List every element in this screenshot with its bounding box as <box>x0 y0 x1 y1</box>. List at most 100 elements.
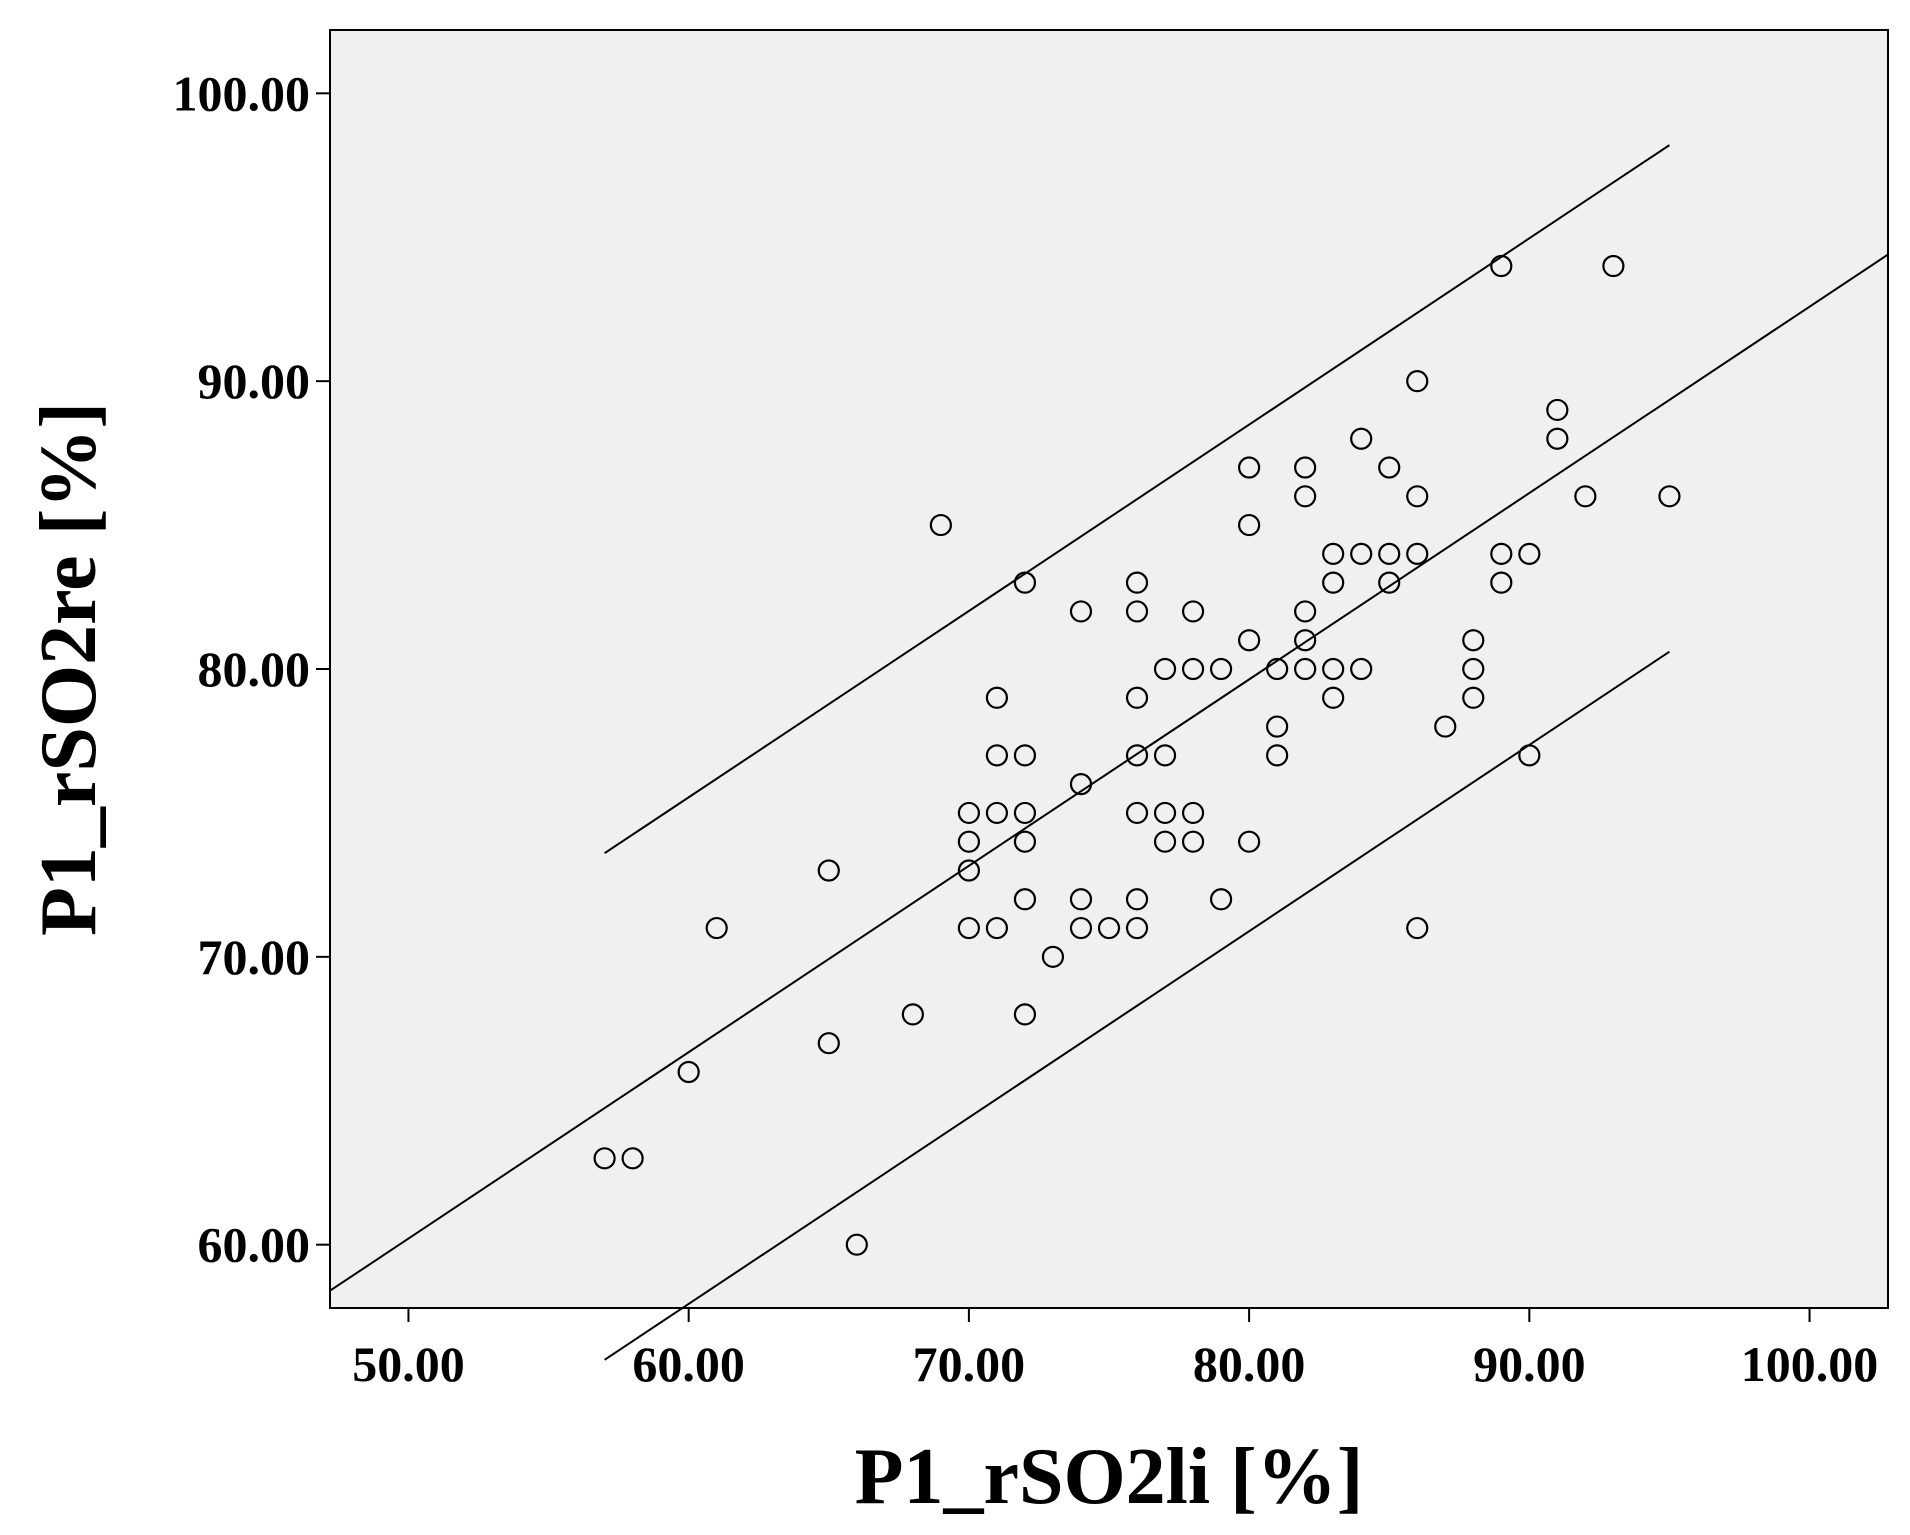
data-point <box>1153 801 1177 825</box>
data-point <box>1125 686 1149 709</box>
data-point <box>1462 629 1485 652</box>
data-point <box>1125 571 1149 594</box>
data-point <box>1181 600 1205 623</box>
y-axis-label: P1_rSO2re [%] <box>25 402 113 936</box>
data-point <box>1518 744 1541 767</box>
data-point <box>1546 427 1569 450</box>
data-point <box>817 1032 840 1055</box>
data-point <box>1294 456 1317 479</box>
x-axis-label: P1_rSO2li [%] <box>855 1433 1364 1521</box>
data-point <box>1069 888 1093 911</box>
tick-labels: 50.00 60.00 70.00 80.00 90.00 100.00 60.00 70.0… <box>173 65 1879 1392</box>
y-tick-label: 80.00 <box>198 641 311 697</box>
data-point <box>1153 830 1177 853</box>
axis-ticks <box>316 92 1811 1322</box>
x-tick-label: 70.00 <box>913 1336 1026 1392</box>
data-point <box>1266 715 1289 738</box>
data-point <box>1238 629 1261 652</box>
data-point <box>985 801 1009 825</box>
data-point <box>1181 801 1205 825</box>
data-point <box>1125 916 1149 940</box>
data-point <box>1546 398 1569 422</box>
data-point <box>1125 744 1149 767</box>
data-point <box>901 1003 924 1026</box>
data-point <box>1518 542 1541 565</box>
data-point <box>1406 542 1429 565</box>
data-point <box>1013 801 1037 825</box>
data-point <box>677 1060 700 1084</box>
data-point <box>1209 657 1233 681</box>
data-point <box>1238 830 1261 853</box>
data-point <box>957 801 980 825</box>
lower-limit-line <box>604 650 1670 1361</box>
data-point <box>1322 571 1345 594</box>
data-point <box>1322 542 1345 565</box>
data-point <box>1013 744 1037 767</box>
data-point <box>1294 629 1317 652</box>
data-point <box>1238 513 1261 537</box>
x-tick-label: 90.00 <box>1473 1336 1586 1392</box>
data-point <box>1266 657 1289 681</box>
y-tick-label: 90.00 <box>198 353 311 409</box>
plot-area <box>329 29 1889 1309</box>
data-point <box>1013 1003 1037 1026</box>
data-point <box>985 916 1009 940</box>
x-tick-label: 100.00 <box>1741 1336 1879 1392</box>
data-point <box>1294 657 1317 681</box>
data-point <box>1602 254 1625 278</box>
data-point <box>1181 830 1205 853</box>
data-point <box>1350 427 1373 450</box>
data-point <box>1069 773 1093 796</box>
data-point <box>1406 370 1429 393</box>
data-point <box>1013 888 1037 911</box>
data-point <box>1294 485 1317 508</box>
data-point <box>1097 916 1121 940</box>
data-point <box>1013 830 1037 853</box>
data-point <box>845 1233 868 1256</box>
data-point <box>1406 485 1429 508</box>
data-point <box>593 1147 616 1170</box>
data-point <box>1378 571 1401 594</box>
data-point <box>1153 744 1177 767</box>
y-tick-label: 100.00 <box>173 65 311 121</box>
data-point <box>1209 888 1233 911</box>
data-point <box>1462 657 1485 681</box>
data-point <box>1322 657 1345 681</box>
data-point <box>1266 744 1289 767</box>
data-point <box>621 1147 644 1170</box>
data-point <box>985 744 1009 767</box>
data-point <box>1350 542 1373 565</box>
regression-line <box>329 253 1889 1292</box>
data-point <box>929 513 952 537</box>
data-point <box>1658 485 1681 508</box>
data-point <box>1238 456 1261 479</box>
data-point <box>1406 916 1429 940</box>
data-point <box>1490 571 1513 594</box>
data-point <box>1378 456 1401 479</box>
data-point <box>1322 686 1345 709</box>
data-point <box>1125 801 1149 825</box>
data-point <box>1294 600 1317 623</box>
data-point <box>1462 686 1485 709</box>
data-point <box>985 686 1009 709</box>
data-point <box>1350 657 1373 681</box>
data-point <box>705 916 728 940</box>
data-point <box>1574 485 1597 508</box>
data-point <box>1069 916 1093 940</box>
data-point <box>957 916 980 940</box>
data-point <box>1041 945 1065 968</box>
data-point <box>1069 600 1093 623</box>
data-point <box>1153 657 1177 681</box>
data-point <box>1181 657 1205 681</box>
data-point <box>957 830 980 853</box>
data-point <box>1125 888 1149 911</box>
data-point <box>1013 571 1037 594</box>
data-point <box>1378 542 1401 565</box>
data-point <box>1434 715 1457 738</box>
x-tick-label: 80.00 <box>1193 1336 1306 1392</box>
data-point <box>1490 542 1513 565</box>
data-point <box>817 859 840 882</box>
data-point <box>957 859 980 882</box>
